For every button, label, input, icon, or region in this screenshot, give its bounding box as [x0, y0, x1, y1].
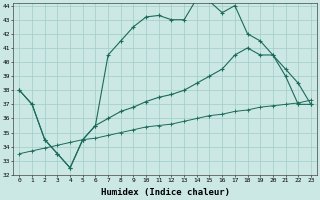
X-axis label: Humidex (Indice chaleur): Humidex (Indice chaleur) — [100, 188, 230, 197]
